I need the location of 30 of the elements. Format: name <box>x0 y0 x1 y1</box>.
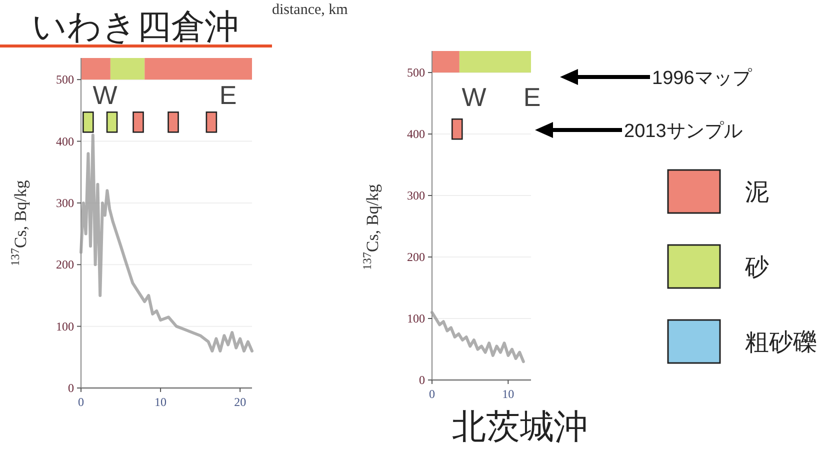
y-tick-label: 200 <box>56 258 74 272</box>
x-tick-label: 10 <box>154 395 167 409</box>
category-label: 砂 <box>744 254 769 281</box>
category-label: 粗砂礫 <box>745 329 817 356</box>
line-series <box>80 134 254 352</box>
annotation: W <box>462 82 487 112</box>
y-tick-label: 500 <box>56 72 74 87</box>
x-tick-label: 20 <box>234 395 246 409</box>
x-axis-title: distance, km <box>272 2 348 18</box>
y-tick-label: 300 <box>407 188 425 203</box>
x-tick-label: 0 <box>429 387 435 401</box>
text: 1996マップ <box>652 68 752 89</box>
text: 2013サンプル <box>624 121 742 142</box>
y-tick-label: 0 <box>419 373 425 387</box>
y-tick-label: 100 <box>407 312 425 326</box>
y-tick-label: 500 <box>407 66 425 80</box>
annotation: E <box>219 80 237 110</box>
x-tick-label: 10 <box>502 387 514 401</box>
chart-title: いわき四倉沖 <box>32 8 239 46</box>
text: 北茨城沖 <box>452 408 588 446</box>
annotation: E <box>523 82 541 112</box>
y-tick-label: 400 <box>56 134 74 148</box>
y-tick-label: 200 <box>407 250 425 264</box>
x-tick-label: 0 <box>78 395 84 409</box>
line-series <box>430 310 525 364</box>
y-tick-label: 400 <box>407 127 425 142</box>
annotation: W <box>92 80 118 110</box>
y-tick-label: 100 <box>56 319 74 334</box>
y-tick-label: 300 <box>56 196 74 210</box>
category-label: 泥 <box>745 179 769 206</box>
